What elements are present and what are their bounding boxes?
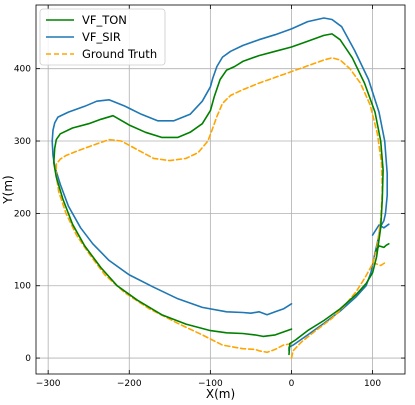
y-tick-label: 200 (14, 209, 31, 219)
x-tick-label: −100 (198, 379, 223, 389)
plot-frame (35, 4, 406, 375)
axis-ticks: −300 −200 −100 0 100 0 100 200 300 400 (14, 5, 405, 389)
y-tick-label: 0 (25, 354, 31, 364)
legend-label-vf-sir: VF_SIR (82, 30, 121, 44)
series-line-ground-truth (55, 57, 384, 359)
x-tick-label: 100 (364, 379, 381, 389)
x-tick-label: 0 (289, 379, 295, 389)
x-tick-label: −200 (117, 379, 142, 389)
y-tick-label: 400 (14, 65, 31, 75)
series-line-vf-ton (53, 33, 384, 356)
y-tick-label: 100 (14, 282, 31, 292)
legend-label-vf-ton: VF_TON (82, 13, 127, 27)
grid (36, 5, 405, 374)
legend: VF_TON VF_SIR Ground Truth (39, 8, 166, 66)
y-tick-label: 300 (14, 137, 31, 147)
x-axis-label: X(m) (206, 387, 235, 401)
plot-series (51, 17, 390, 359)
legend-label-ground-truth: Ground Truth (82, 47, 157, 61)
y-axis-label: Y(m) (1, 175, 15, 204)
x-tick-label: −300 (36, 379, 61, 389)
legend-box (39, 8, 166, 66)
